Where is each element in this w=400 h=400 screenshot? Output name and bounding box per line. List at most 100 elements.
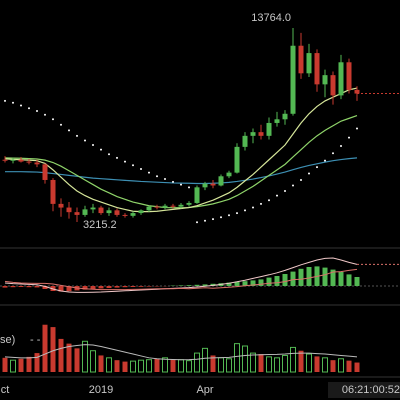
- histogram-bar: [98, 286, 104, 289]
- macd-line: [4, 268, 358, 291]
- sar-dot: [236, 212, 238, 215]
- volume-bar: [266, 356, 272, 373]
- sar-dot: [340, 144, 342, 147]
- candle-body: [10, 159, 16, 161]
- candle-body: [122, 214, 128, 216]
- histogram-bar: [66, 286, 72, 292]
- histogram-bar: [10, 286, 16, 288]
- sar-dot: [308, 172, 310, 175]
- histogram-bar: [346, 274, 352, 286]
- volume-bar: [98, 355, 104, 372]
- candle-body: [34, 162, 40, 165]
- x-tick-label: 2019: [89, 384, 113, 396]
- low-label: 3215.2: [83, 219, 117, 231]
- candle-body: [74, 212, 80, 215]
- candle-body: [26, 161, 32, 163]
- candle-body: [90, 207, 96, 210]
- candle-body: [298, 45, 304, 74]
- volume-bar: [290, 346, 296, 373]
- sar-dot: [116, 156, 118, 159]
- moving-average: [4, 87, 358, 213]
- histogram-bar: [194, 284, 200, 286]
- histogram-bar: [2, 286, 8, 288]
- candle-body: [18, 159, 24, 162]
- histogram-bar: [114, 286, 120, 288]
- volume-bar: [354, 362, 360, 372]
- candle-body: [162, 205, 168, 208]
- candle-body: [242, 135, 248, 147]
- candle-body: [314, 53, 320, 85]
- histogram-bar: [186, 285, 192, 286]
- histogram-bar: [298, 268, 304, 286]
- candle-body: [282, 113, 288, 120]
- sar-dot: [316, 166, 318, 169]
- candle-body: [130, 213, 136, 216]
- candle-body: [338, 62, 344, 96]
- candle-body: [146, 206, 152, 211]
- volume-bar: [42, 324, 48, 372]
- histogram-bar: [226, 282, 232, 286]
- legend-text: se): [0, 334, 15, 346]
- candle-body: [154, 206, 160, 208]
- sar-dot: [76, 134, 78, 137]
- sar-dot: [324, 159, 326, 162]
- sar-dot: [228, 214, 230, 217]
- volume-bar: [338, 358, 344, 373]
- sar-dot: [212, 218, 214, 221]
- histogram-bar: [18, 286, 24, 287]
- sar-dot: [284, 190, 286, 193]
- histogram-bar: [258, 279, 264, 286]
- candle-body: [306, 53, 312, 74]
- sar-dot: [20, 104, 22, 107]
- volume-bar: [202, 347, 208, 373]
- volume-bar: [242, 345, 248, 373]
- sar-dot: [348, 136, 350, 139]
- candle-body: [2, 159, 8, 161]
- candle-body: [210, 183, 216, 186]
- sar-dot: [92, 144, 94, 147]
- sar-dot: [220, 216, 222, 219]
- histogram-bar: [146, 286, 152, 287]
- histogram-bar: [290, 271, 296, 286]
- histogram-bar: [106, 286, 112, 288]
- sar-dot: [100, 148, 102, 151]
- candle-body: [178, 204, 184, 207]
- histogram-bar: [242, 281, 248, 286]
- volume-bar: [106, 357, 112, 373]
- volume-bar: [306, 353, 312, 373]
- candle-body: [170, 205, 176, 207]
- candle-body: [218, 176, 224, 186]
- volume-bar: [298, 350, 304, 372]
- sar-dot: [204, 219, 206, 222]
- volume-bar: [10, 359, 16, 373]
- candle-body: [194, 187, 200, 203]
- candle-body: [330, 75, 336, 96]
- candle-body: [290, 45, 296, 114]
- volume-bar: [234, 343, 240, 373]
- sar-dot: [188, 186, 190, 189]
- volume-bar: [210, 355, 216, 372]
- volume-bar: [2, 357, 8, 372]
- histogram-bar: [306, 267, 312, 286]
- sar-dot: [268, 199, 270, 202]
- sar-dot: [28, 107, 30, 110]
- sar-dot: [156, 175, 158, 178]
- countdown-box: [328, 382, 400, 398]
- volume-bar: [58, 338, 64, 372]
- volume-bar: [178, 359, 184, 373]
- histogram-bar: [82, 286, 88, 290]
- histogram-bar: [282, 274, 288, 286]
- histogram-bar: [274, 276, 280, 286]
- sar-dot: [244, 209, 246, 212]
- histogram-bar: [42, 286, 48, 289]
- candle-body: [226, 172, 232, 177]
- sar-dot: [292, 184, 294, 187]
- candle-body: [114, 210, 120, 215]
- volume-bar: [50, 327, 56, 372]
- histogram-bar: [322, 267, 328, 286]
- sar-dot: [108, 153, 110, 156]
- volume-bar: [90, 350, 96, 373]
- histogram-bar: [34, 286, 40, 288]
- volume-bar: [282, 354, 288, 373]
